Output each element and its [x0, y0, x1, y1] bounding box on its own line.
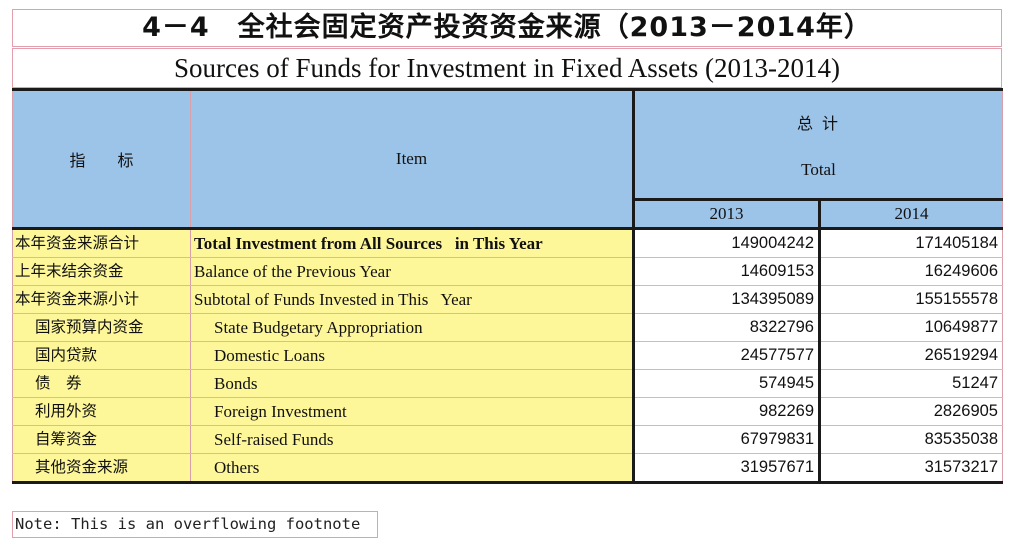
- row-label-en: Domestic Loans: [190, 341, 635, 370]
- row-label-en: State Budgetary Appropriation: [190, 313, 635, 342]
- table-row: 自筹资金 Self-raised Funds 67979831 83535038: [12, 425, 1003, 454]
- value-2013: 67979831: [633, 425, 821, 454]
- row-label-en: Balance of the Previous Year: [190, 257, 635, 286]
- row-label-cn: 其他资金来源: [12, 453, 191, 484]
- table-title-chinese: 4－4 全社会固定资产投资资金来源（2013－2014年）: [12, 9, 1002, 47]
- table-row: 本年资金来源合计 Total Investment from All Sourc…: [12, 228, 1003, 258]
- value-2013: 24577577: [633, 341, 821, 370]
- row-label-en: Foreign Investment: [190, 397, 635, 426]
- value-2013: 134395089: [633, 285, 821, 314]
- table-row: 其他资金来源 Others 31957671 31573217: [12, 453, 1003, 484]
- header-year-2014: 2014: [819, 199, 1003, 230]
- value-2013: 149004242: [633, 228, 821, 258]
- value-2014: 155155578: [819, 285, 1003, 314]
- value-2013: 8322796: [633, 313, 821, 342]
- table-title-english: Sources of Funds for Investment in Fixed…: [12, 48, 1002, 88]
- value-2013: 31957671: [633, 453, 821, 484]
- table-row: 国内贷款 Domestic Loans 24577577 26519294: [12, 341, 1003, 370]
- header-total: 总 计 Total: [633, 88, 1003, 201]
- footnote: Note: This is an overflowing footnote: [12, 511, 378, 538]
- value-2013: 982269: [633, 397, 821, 426]
- value-2014: 83535038: [819, 425, 1003, 454]
- value-2014: 26519294: [819, 341, 1003, 370]
- row-label-cn: 本年资金来源小计: [12, 285, 191, 314]
- row-label-cn: 国内贷款: [12, 341, 191, 370]
- value-2014: 31573217: [819, 453, 1003, 484]
- row-label-cn: 债 券: [12, 369, 191, 398]
- row-label-cn: 上年末结余资金: [12, 257, 191, 286]
- value-2013: 574945: [633, 369, 821, 398]
- header-item: Item: [190, 88, 635, 230]
- row-label-en: Bonds: [190, 369, 635, 398]
- value-2014: 171405184: [819, 228, 1003, 258]
- row-label-cn: 国家预算内资金: [12, 313, 191, 342]
- row-label-en: Subtotal of Funds Invested in This Year: [190, 285, 635, 314]
- header-year-2013: 2013: [633, 199, 821, 230]
- row-label-cn: 本年资金来源合计: [12, 228, 191, 258]
- table-row: 利用外资 Foreign Investment 982269 2826905: [12, 397, 1003, 426]
- row-label-cn: 利用外资: [12, 397, 191, 426]
- value-2014: 2826905: [819, 397, 1003, 426]
- table-row: 本年资金来源小计 Subtotal of Funds Invested in T…: [12, 285, 1003, 314]
- row-label-en: Others: [190, 453, 635, 484]
- header-total-cn: 总 计: [796, 113, 841, 133]
- table-row: 债 券 Bonds 574945 51247: [12, 369, 1003, 398]
- value-2014: 10649877: [819, 313, 1003, 342]
- row-label-cn: 自筹资金: [12, 425, 191, 454]
- header-total-en: Total: [801, 159, 836, 179]
- table-row: 国家预算内资金 State Budgetary Appropriation 83…: [12, 313, 1003, 342]
- row-label-en: Self-raised Funds: [190, 425, 635, 454]
- row-label-en: Total Investment from All Sources in Thi…: [190, 228, 635, 258]
- header-indicator: 指 标: [12, 88, 191, 230]
- value-2014: 16249606: [819, 257, 1003, 286]
- data-table: 指 标 Item 总 计 Total 2013 2014 本年资金来源合计 To…: [12, 88, 1003, 484]
- table-row: 上年末结余资金 Balance of the Previous Year 146…: [12, 257, 1003, 286]
- value-2014: 51247: [819, 369, 1003, 398]
- value-2013: 14609153: [633, 257, 821, 286]
